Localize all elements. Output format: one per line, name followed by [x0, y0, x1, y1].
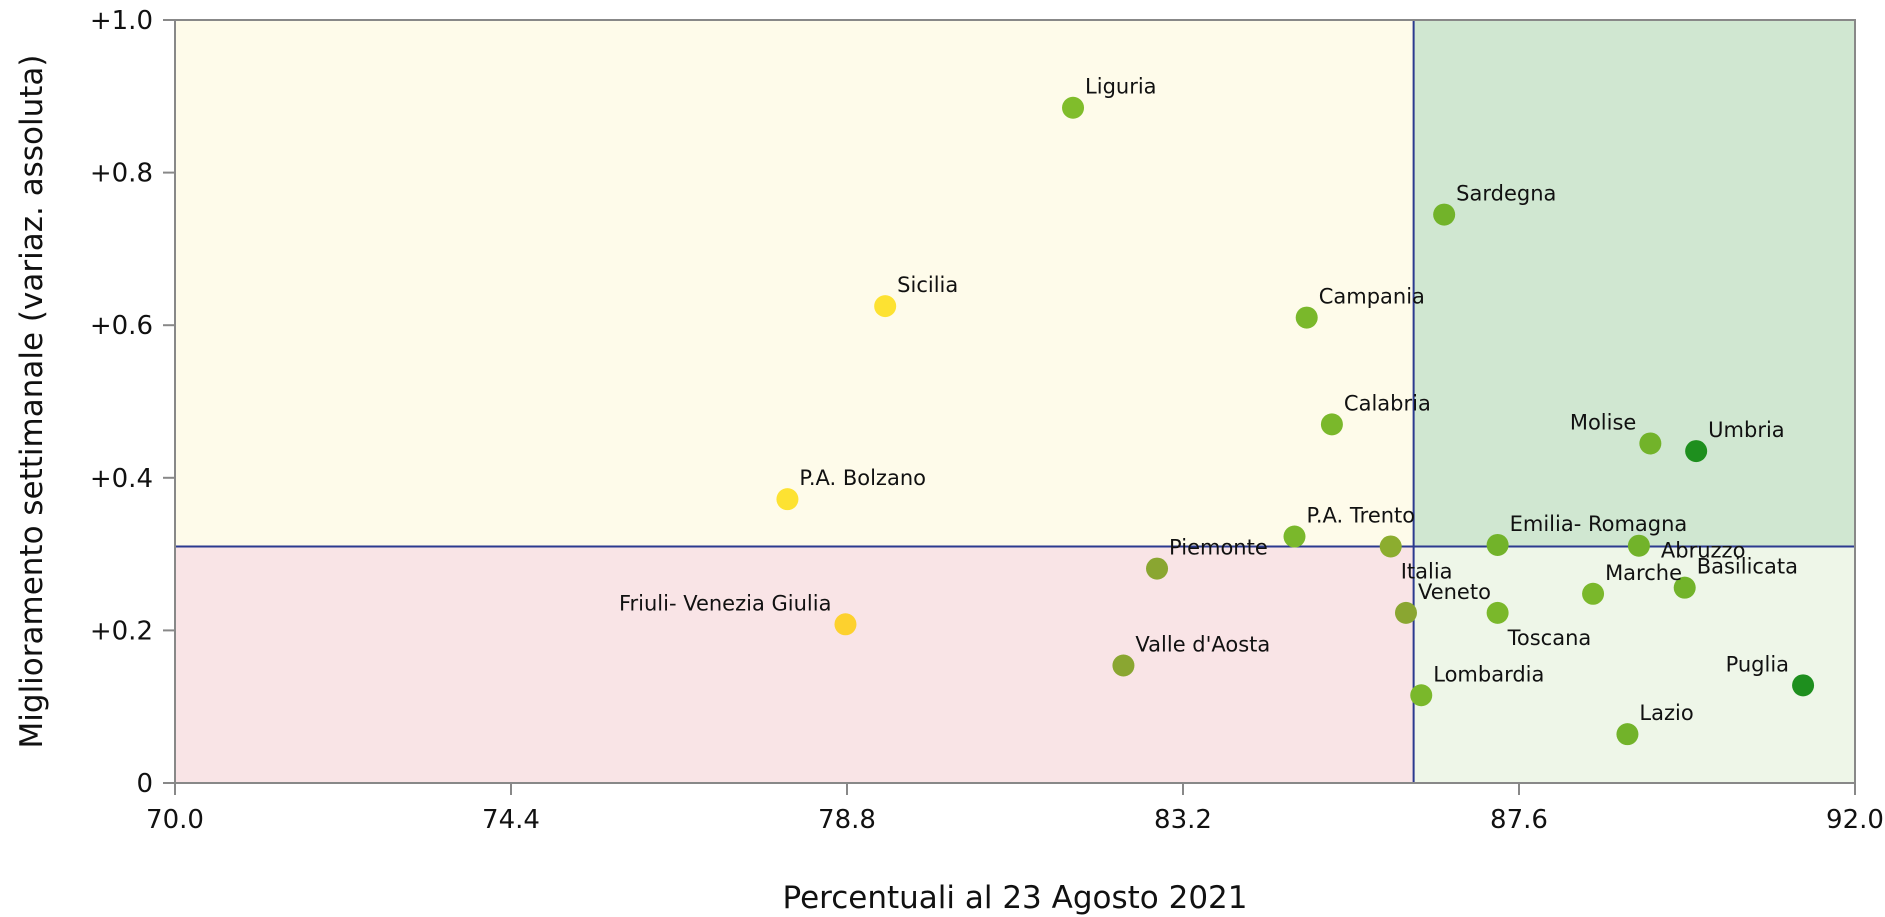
y-tick-label: +0.8 — [90, 159, 153, 189]
y-tick-label: 0 — [136, 769, 153, 799]
data-point-label: Piemonte — [1169, 536, 1268, 560]
data-point-label: Italia — [1401, 559, 1453, 583]
data-point-label: Valle d'Aosta — [1135, 632, 1270, 656]
data-point-label: Puglia — [1726, 652, 1789, 676]
data-point-label: Liguria — [1085, 75, 1157, 99]
data-point-label: Sicilia — [897, 273, 958, 297]
data-point — [1283, 525, 1306, 548]
data-point-label: Molise — [1570, 410, 1637, 434]
y-axis-title: Miglioramento settimanale (variaz. assol… — [14, 55, 50, 749]
x-tick-label: 83.2 — [1154, 805, 1212, 835]
data-point — [1379, 535, 1402, 558]
data-points: Liguria Sardegna Sicilia Campania Calabria Mo… — [619, 75, 1815, 746]
x-tick-label: 70.0 — [146, 805, 204, 835]
data-point-label: Abruzzo — [1661, 539, 1746, 563]
data-point-label: Sardegna — [1456, 182, 1556, 206]
data-point — [1394, 601, 1417, 624]
quadrant-bottom-left — [175, 546, 1414, 783]
data-point-label: Marche — [1605, 561, 1682, 585]
quadrant-bottom-right — [1413, 546, 1855, 783]
axis-titles: Percentuali al 23 Agosto 2021 Migliorame… — [14, 55, 1248, 916]
data-point — [1685, 440, 1708, 463]
x-tick-label: 74.4 — [482, 805, 540, 835]
data-point — [1582, 582, 1605, 605]
quadrant-backgrounds — [175, 20, 1855, 783]
x-tick-label: 87.6 — [1490, 805, 1548, 835]
plot-frame — [174, 19, 1856, 784]
data-point — [1320, 413, 1343, 436]
data-point-label: Lazio — [1639, 701, 1693, 725]
quadrant-top-left — [175, 20, 1414, 547]
data-point — [1146, 557, 1169, 580]
data-point — [776, 488, 799, 511]
data-point — [1616, 723, 1639, 746]
x-tick-label: 78.8 — [818, 805, 876, 835]
data-point-label: P.A. Trento — [1306, 504, 1415, 528]
data-point-label: P.A. Bolzano — [799, 466, 926, 490]
y-tick-label: +1.0 — [90, 6, 153, 36]
y-tick-label: +0.6 — [90, 311, 153, 341]
data-point — [1062, 96, 1085, 119]
data-point — [1295, 306, 1318, 329]
axis-ticks: 70.0 74.4 78.8 83.2 87.6 92.0 0 +0.2 +0.4 +0.6 +0.… — [90, 6, 1884, 835]
data-point-label: Veneto — [1418, 580, 1491, 604]
data-point-label: Umbria — [1708, 418, 1785, 442]
data-point — [1639, 432, 1662, 455]
plot-border — [174, 19, 1856, 784]
data-point — [1486, 533, 1509, 556]
data-point — [1410, 684, 1433, 707]
y-tick-label: +0.2 — [90, 616, 153, 646]
data-point — [1627, 534, 1650, 557]
data-point — [1486, 601, 1509, 624]
data-point-label: Campania — [1319, 285, 1425, 309]
data-point-label: Toscana — [1507, 626, 1592, 650]
x-axis-title: Percentuali al 23 Agosto 2021 — [783, 880, 1248, 916]
y-tick-label: +0.4 — [90, 464, 153, 494]
data-point-label: Calabria — [1344, 391, 1431, 415]
data-point — [1792, 674, 1815, 697]
data-point — [1112, 654, 1135, 677]
x-tick-label: 92.0 — [1826, 805, 1884, 835]
data-point — [1433, 203, 1456, 226]
quadrant-top-right — [1413, 20, 1855, 547]
data-point-label: Emilia- Romagna — [1510, 512, 1688, 536]
reference-lines — [175, 20, 1855, 783]
data-point — [874, 295, 897, 318]
data-point — [834, 613, 857, 636]
data-point — [1673, 576, 1696, 599]
data-point-label: Basilicata — [1697, 555, 1798, 579]
data-point-label: Lombardia — [1433, 662, 1544, 686]
data-point-label: Friuli- Venezia Giulia — [619, 591, 832, 615]
